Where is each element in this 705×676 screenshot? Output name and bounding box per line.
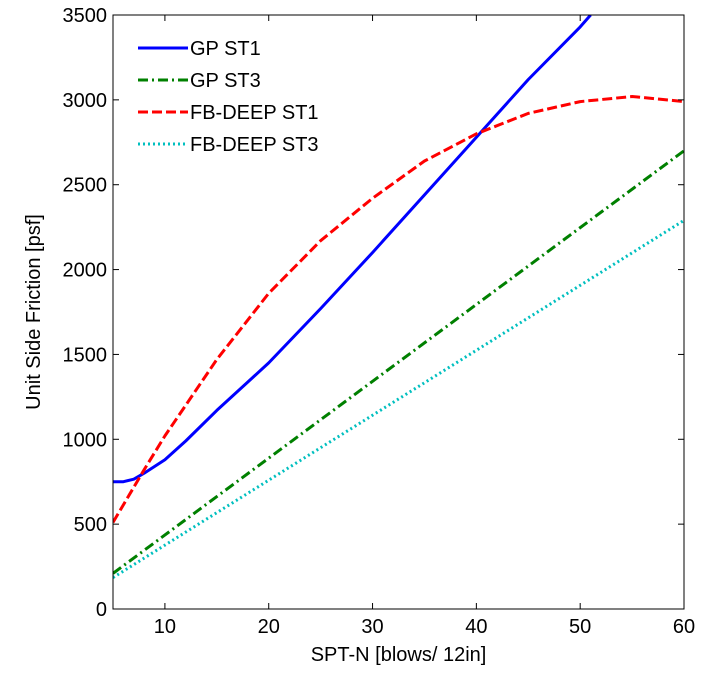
plot-frame	[112, 14, 685, 610]
y-tick-label: 1000	[63, 429, 108, 451]
x-axis-label: SPT-N [blows/ 12in]	[311, 644, 487, 666]
series-line-3	[113, 219, 684, 579]
legend-label-3: FB-DEEP ST3	[190, 134, 319, 156]
legend-label-0: GP ST1	[190, 38, 261, 60]
tick-layer: 10 20 30 40 50 60 0 500 1000 1500 2000 2500 3000 3500	[63, 5, 696, 638]
y-tick-label: 500	[74, 514, 107, 536]
y-tick-label: 0	[96, 599, 107, 621]
series-line-0	[113, 15, 592, 484]
x-tick-label: 40	[465, 616, 487, 638]
y-tick-label: 3000	[63, 90, 108, 112]
x-tick-label: 50	[569, 616, 591, 638]
legend-label-1: GP ST3	[190, 70, 261, 92]
x-tick-label: 30	[361, 616, 383, 638]
y-tick-label: 3500	[63, 5, 108, 27]
series-line-1	[113, 149, 684, 575]
y-tick-label: 1500	[63, 344, 108, 366]
y-tick-label: 2000	[63, 260, 108, 282]
legend: GP ST1 GP ST3 FB-DEEP ST1 FB-DEEP ST3	[128, 30, 383, 170]
series-layer	[113, 15, 684, 579]
legend-box	[128, 30, 383, 170]
y-axis-label: Unit Side Friction [psf]	[23, 214, 45, 410]
y-tick-label: 2500	[63, 175, 108, 197]
legend-label-2: FB-DEEP ST1	[190, 102, 319, 124]
x-tick-label: 20	[258, 616, 280, 638]
x-tick-label: 60	[673, 616, 695, 638]
x-tick-label: 10	[154, 616, 176, 638]
series-line-2	[113, 95, 684, 524]
